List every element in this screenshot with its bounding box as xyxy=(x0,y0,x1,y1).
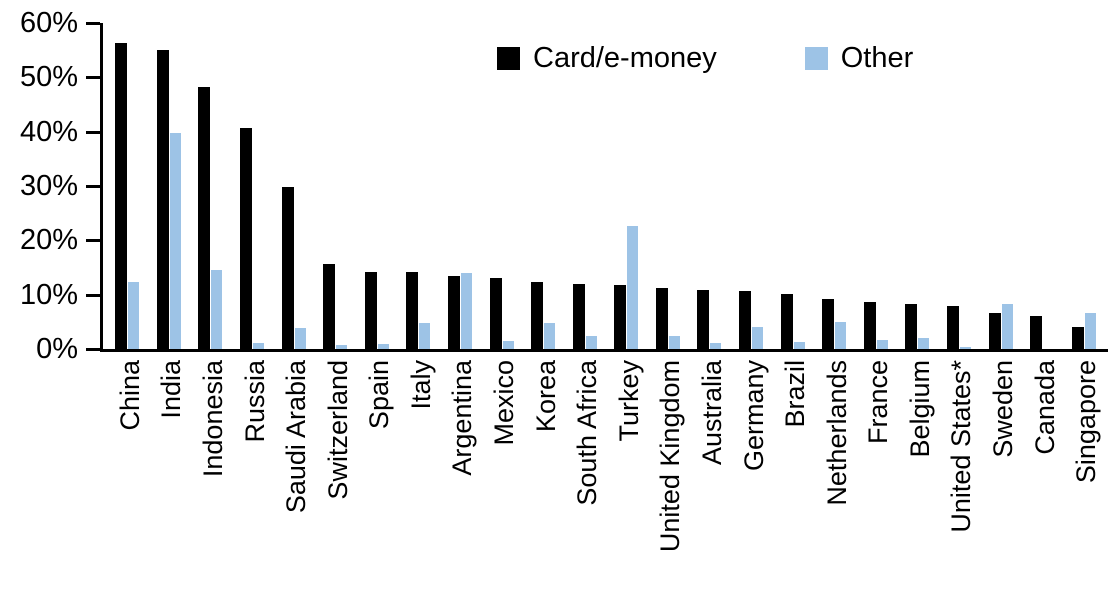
bar-card-e-money-saudi-arabia xyxy=(281,186,294,349)
bar-other-united-states- xyxy=(959,347,971,349)
bar-other-singapore xyxy=(1084,312,1096,349)
x-tick-label: Korea xyxy=(530,360,561,433)
x-tick-label: Indonesia xyxy=(197,360,228,478)
bar-card-e-money-netherlands xyxy=(822,299,835,349)
y-axis-tick xyxy=(86,22,100,25)
bar-card-e-money-france xyxy=(863,301,876,349)
x-tick-label: France xyxy=(863,360,894,445)
x-tick-label: Switzerland xyxy=(322,360,353,500)
bar-other-india xyxy=(169,133,181,349)
x-tick-label: Australia xyxy=(696,360,727,466)
other-swatch-icon xyxy=(804,47,828,70)
y-axis-tick xyxy=(86,130,100,134)
bar-card-e-money-argentina xyxy=(447,275,460,349)
x-tick-label: Canada xyxy=(1029,360,1060,455)
x-tick-label: Belgium xyxy=(904,360,935,458)
bar-card-e-money-italy xyxy=(406,272,419,349)
x-tick-label: China xyxy=(114,360,145,431)
bar-other-mexico xyxy=(502,341,514,349)
bar-card-e-money-switzerland xyxy=(323,264,336,349)
y-tick-label: 30% xyxy=(19,170,78,202)
bar-other-netherlands xyxy=(835,321,847,349)
y-axis-tick xyxy=(86,76,100,80)
bar-card-e-money-united-kingdom xyxy=(655,288,668,349)
legend-label-other: Other xyxy=(840,42,914,74)
bar-card-e-money-korea xyxy=(531,282,544,349)
bar-other-brazil xyxy=(793,342,805,349)
y-tick-label: 0% xyxy=(36,333,78,365)
x-tick-label: Italy xyxy=(405,360,436,410)
legend: Card/e-money Other xyxy=(497,42,913,75)
bar-card-e-money-united-states- xyxy=(946,306,959,349)
bar-other-indonesia xyxy=(211,270,223,349)
bar-other-australia xyxy=(710,343,722,349)
x-tick-label: Spain xyxy=(364,360,395,430)
y-tick-label: 40% xyxy=(19,115,78,148)
bar-card-e-money-brazil xyxy=(780,294,793,349)
bar-other-spain xyxy=(377,343,389,349)
y-tick-label: 60% xyxy=(19,7,78,39)
bar-card-e-money-mexico xyxy=(489,277,502,349)
bar-card-e-money-china xyxy=(115,43,128,349)
x-tick-label: Brazil xyxy=(780,360,811,428)
bar-other-china xyxy=(128,282,140,349)
bar-other-russia xyxy=(253,343,265,349)
bar-card-e-money-belgium xyxy=(905,304,918,349)
bar-card-e-money-south-africa xyxy=(572,284,585,349)
bar-card-e-money-germany xyxy=(739,291,752,349)
y-tick-label: 20% xyxy=(19,224,78,257)
y-tick-label: 10% xyxy=(19,278,78,311)
x-tick-label: United States* xyxy=(946,360,977,533)
x-tick-label: Argentina xyxy=(447,360,478,476)
x-tick-label: Saudi Arabia xyxy=(281,360,312,514)
y-axis-tick xyxy=(86,293,100,297)
bar-other-switzerland xyxy=(336,344,348,349)
legend-label-card-e-money: Card/e-money xyxy=(533,42,717,74)
bar-other-italy xyxy=(419,322,431,349)
legend-item-other: Other xyxy=(804,42,914,75)
y-axis-tick xyxy=(86,239,100,243)
x-tick-label: Netherlands xyxy=(821,360,852,506)
plot-area xyxy=(100,23,1108,352)
bar-other-turkey xyxy=(627,225,639,349)
bar-other-sweden xyxy=(1001,304,1013,349)
bar-other-france xyxy=(876,340,888,349)
x-tick-label: Russia xyxy=(239,360,270,443)
y-axis-tick xyxy=(86,185,100,188)
bar-card-e-money-russia xyxy=(240,128,253,349)
bar-other-saudi-arabia xyxy=(294,327,306,349)
x-tick-label: India xyxy=(156,360,187,419)
bar-other-united-kingdom xyxy=(668,335,680,349)
bar-card-e-money-singapore xyxy=(1071,327,1084,349)
bar-card-e-money-indonesia xyxy=(198,86,211,349)
bar-card-e-money-australia xyxy=(697,289,710,349)
x-tick-label: United Kingdom xyxy=(655,360,686,553)
bar-other-belgium xyxy=(918,337,930,349)
legend-item-card-e-money: Card/e-money xyxy=(497,42,717,75)
x-tick-label: Singapore xyxy=(1071,360,1102,484)
card-e-money-swatch-icon xyxy=(497,47,520,70)
x-tick-label: Turkey xyxy=(613,360,644,442)
x-tick-label: Mexico xyxy=(489,360,520,446)
bar-card-e-money-turkey xyxy=(614,284,627,349)
bar-other-argentina xyxy=(460,273,472,349)
bar-card-e-money-canada xyxy=(1030,316,1043,349)
bar-other-south-africa xyxy=(585,335,597,349)
y-tick-label: 50% xyxy=(19,61,78,94)
bar-other-korea xyxy=(544,323,556,349)
bar-card-e-money-sweden xyxy=(988,313,1001,349)
x-tick-label: Germany xyxy=(738,360,769,472)
bar-other-germany xyxy=(752,327,764,349)
x-tick-label: Sweden xyxy=(988,360,1019,458)
x-tick-label: South Africa xyxy=(572,360,603,506)
bar-card-e-money-spain xyxy=(364,271,377,349)
y-axis-tick xyxy=(86,348,100,351)
bar-card-e-money-india xyxy=(156,50,169,349)
